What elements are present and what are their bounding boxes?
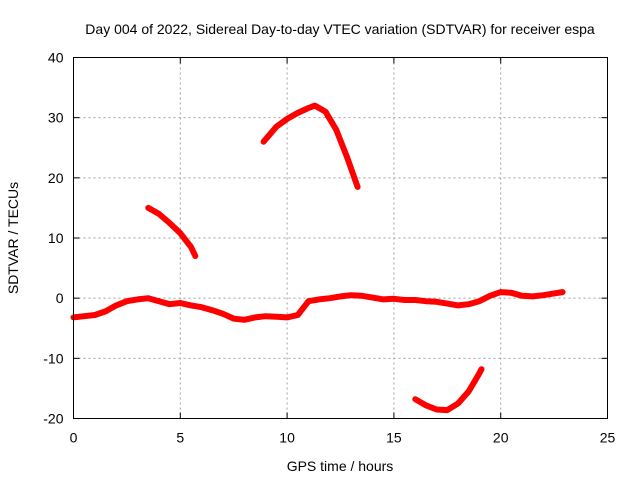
y-axis-label: SDTVAR / TECUs — [5, 182, 21, 294]
y-tick-label: 40 — [48, 50, 64, 66]
x-tick-label: 0 — [70, 430, 78, 446]
y-tick-label: 30 — [48, 110, 64, 126]
y-tick-label: 20 — [48, 170, 64, 186]
series-main-arc — [70, 289, 566, 323]
series-arc-3 — [260, 102, 361, 190]
x-tick-label: 25 — [600, 430, 616, 446]
x-tick-label: 15 — [386, 430, 402, 446]
series-arc-4 — [412, 366, 485, 414]
x-tick-label: 20 — [493, 430, 509, 446]
y-tick-label: -10 — [43, 350, 63, 366]
chart-title: Day 004 of 2022, Sidereal Day-to-day VTE… — [85, 21, 595, 37]
series-arc-2 — [145, 204, 199, 259]
axis-ticks: 0 5 10 15 20 25 -20 -10 0 10 20 30 40 — [43, 50, 615, 446]
plot-series — [70, 102, 566, 414]
x-axis-label: GPS time / hours — [287, 458, 394, 474]
x-tick-label: 10 — [279, 430, 295, 446]
x-tick-label: 5 — [176, 430, 184, 446]
y-tick-label: 10 — [48, 230, 64, 246]
y-tick-label: 0 — [56, 290, 64, 306]
y-tick-label: -20 — [43, 411, 63, 427]
